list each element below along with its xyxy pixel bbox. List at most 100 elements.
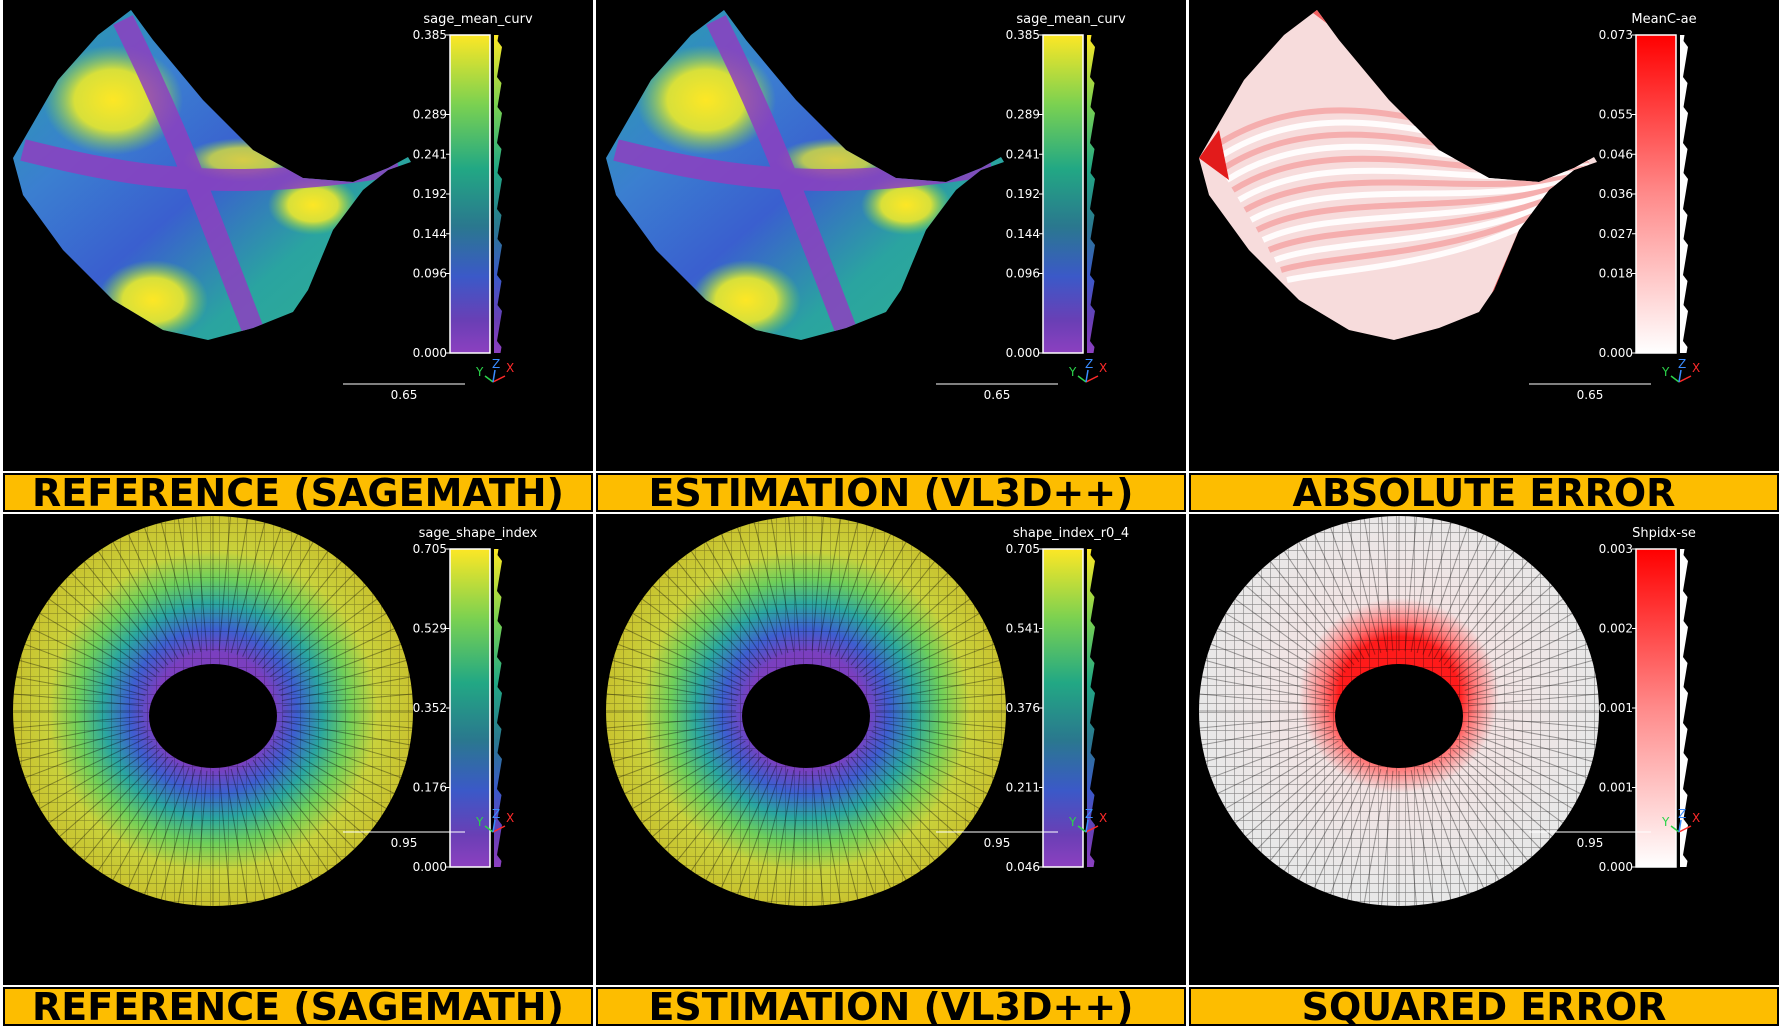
colorbar-tick: 0.705 (1006, 542, 1040, 556)
saddle-surface (1199, 10, 1597, 340)
scalar-bar-title: Shpidx-se (1632, 526, 1696, 541)
colorbar-tick: 0.289 (1006, 108, 1040, 122)
scale-bar: 0.65 (936, 383, 1058, 402)
colorbar-tick: 0.541 (1006, 622, 1040, 636)
viewport-ref-mean[interactable]: sage_mean_curv 0.385 0.289 0.241 0.192 0.144 0… (3, 0, 593, 471)
histogram (1680, 549, 1688, 867)
scale-bar-label: 0.65 (984, 388, 1011, 402)
colorbar-tick: 0.002 (1599, 622, 1633, 636)
scale-bar-label: 0.95 (1577, 836, 1604, 850)
colorbar-tick: 0.144 (1006, 227, 1040, 241)
axes-triad-icon: X YZ (1068, 357, 1107, 383)
colorbar-tick: 0.385 (1006, 28, 1040, 42)
scale-bar: 0.65 (343, 383, 465, 402)
viewport-abs-err[interactable]: MeanC-ae 0.073 0.055 0.046 0.036 0.027 0.018 0.… (1189, 0, 1779, 471)
colorbar-tick: 0.027 (1599, 227, 1633, 241)
axes-triad-icon: X YZ (475, 357, 514, 383)
scale-bar-label: 0.65 (391, 388, 418, 402)
scalar-bar[interactable]: Shpidx-se0.003 0.002 0.001 0.001 0.000 (1599, 526, 1696, 874)
svg-text:Y: Y (1661, 365, 1670, 379)
colorbar-tick: 0.289 (413, 108, 447, 122)
axes-triad-icon: X YZ (1661, 357, 1700, 383)
scalar-bar-title: sage_mean_curv (423, 12, 533, 27)
colorbar (1042, 34, 1084, 354)
colorbar-tick: 0.000 (1599, 860, 1633, 874)
colorbar-tick: 0.241 (413, 147, 447, 161)
colorbar-tick: 0.176 (413, 781, 447, 795)
render-sq-err: Shpidx-se0.003 0.002 0.001 0.001 0.000 0.95 X Y… (1199, 516, 1700, 906)
viewport-est-shape[interactable]: shape_index_r0_4 0.705 0.541 0.376 0.211 0.04… (596, 514, 1186, 985)
svg-text:X: X (506, 811, 514, 825)
svg-text:Z: Z (492, 357, 500, 371)
colorbar-tick: 0.211 (1006, 781, 1040, 795)
scalar-bar-title: MeanC-ae (1631, 12, 1696, 27)
banner-est-shape: ESTIMATION (VL3D++) (596, 987, 1186, 1026)
colorbar-tick: 0.018 (1599, 267, 1633, 281)
histogram (1087, 35, 1095, 353)
colorbar-tick: 0.096 (413, 267, 447, 281)
scalar-bar[interactable]: MeanC-ae0.073 0.055 0.046 0.036 0.027 0.018 0.… (1599, 12, 1697, 360)
svg-text:X: X (1099, 361, 1107, 375)
axes-triad-icon: X YZ (475, 807, 514, 833)
colorbar-tick: 0.241 (1006, 147, 1040, 161)
colorbar-tick: 0.096 (1006, 267, 1040, 281)
colorbar-tick: 0.192 (1006, 187, 1040, 201)
scalar-bar[interactable]: shape_index_r0_40.705 0.541 0.376 0.211 0.04… (1006, 526, 1129, 874)
scale-bar: 0.95 (1529, 831, 1651, 850)
scale-bar: 0.95 (936, 831, 1058, 850)
banner-est-mean: ESTIMATION (VL3D++) (596, 473, 1186, 512)
svg-text:X: X (1692, 811, 1700, 825)
colorbar (1635, 34, 1677, 354)
scale-bar: 0.95 (343, 831, 465, 850)
saddle-surface (606, 10, 1004, 340)
scale-bar-label: 0.65 (1577, 388, 1604, 402)
scalar-bar-title: shape_index_r0_4 (1013, 526, 1129, 541)
render-est-shape: shape_index_r0_40.705 0.541 0.376 0.211 0.04… (606, 516, 1129, 906)
colorbar (1635, 548, 1677, 868)
colorbar-tick: 0.055 (1599, 108, 1633, 122)
colorbar-tick: 0.073 (1599, 28, 1633, 42)
colorbar-tick: 0.144 (413, 227, 447, 241)
svg-text:Y: Y (475, 815, 484, 829)
colorbar-tick: 0.003 (1599, 542, 1633, 556)
colorbar-tick: 0.001 (1599, 701, 1633, 715)
svg-text:Y: Y (1661, 815, 1670, 829)
render-abs-err: MeanC-ae0.073 0.055 0.046 0.036 0.027 0.018 0.… (1199, 10, 1700, 402)
svg-text:X: X (1099, 811, 1107, 825)
axes-triad-icon: X YZ (1068, 807, 1107, 833)
torus-surface (1199, 516, 1599, 906)
colorbar-tick: 0.046 (1599, 147, 1633, 161)
svg-text:Z: Z (1085, 807, 1093, 821)
colorbar (449, 34, 491, 354)
colorbar-tick: 0.001 (1599, 781, 1633, 795)
colorbar-tick: 0.000 (1599, 346, 1633, 360)
viewport-ref-shape[interactable]: sage_shape_index 0.705 0.529 0.352 0.176 0.00… (3, 514, 593, 985)
colorbar (1042, 548, 1084, 868)
histogram (1680, 35, 1688, 353)
colorbar-tick: 0.705 (413, 542, 447, 556)
viewport-sq-err[interactable]: Shpidx-se 0.003 0.002 0.001 0.001 0.000 0.95 X Y… (1189, 514, 1779, 985)
scale-bar: 0.65 (1529, 383, 1651, 402)
svg-text:Y: Y (1068, 365, 1077, 379)
colorbar-tick: 0.385 (413, 28, 447, 42)
banner-abs-err: ABSOLUTE ERROR (1189, 473, 1779, 512)
svg-text:Y: Y (475, 365, 484, 379)
svg-text:Z: Z (1085, 357, 1093, 371)
viewport-est-mean[interactable]: sage_mean_curv 0.385 0.289 0.241 0.192 0.144 0… (596, 0, 1186, 471)
torus-surface (13, 516, 413, 906)
colorbar-tick: 0.000 (1006, 346, 1040, 360)
banner-ref-mean: REFERENCE (SAGEMATH) (3, 473, 593, 512)
svg-text:Y: Y (1068, 815, 1077, 829)
banner-ref-shape: REFERENCE (SAGEMATH) (3, 987, 593, 1026)
colorbar-tick: 0.000 (413, 860, 447, 874)
svg-text:Z: Z (1678, 807, 1686, 821)
colorbar-tick: 0.036 (1599, 187, 1633, 201)
svg-text:X: X (506, 361, 514, 375)
axes-triad-icon: X YZ (1661, 807, 1700, 833)
torus-surface (606, 516, 1006, 906)
